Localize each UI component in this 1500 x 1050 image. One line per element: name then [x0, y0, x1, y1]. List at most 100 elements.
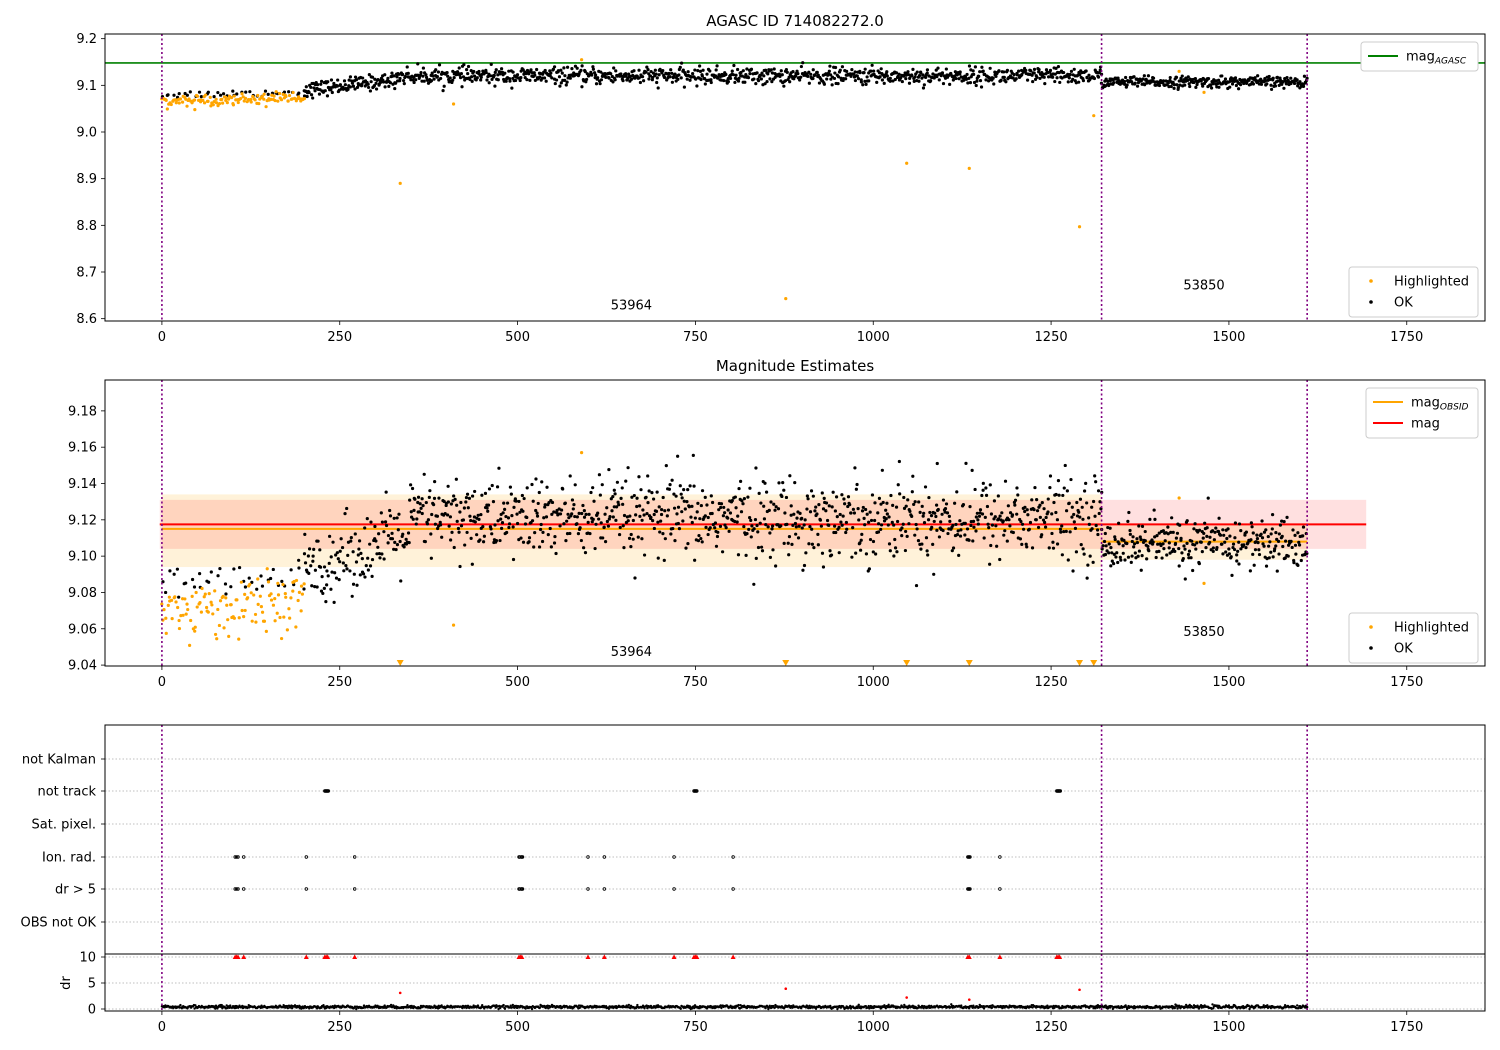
data-point-ok: [445, 513, 450, 517]
data-point-highlighted: [221, 101, 225, 105]
data-point-ok: [680, 496, 684, 500]
y-tick-label: 9.18: [68, 404, 97, 419]
data-point-ok: [676, 77, 680, 81]
data-point-ok: [543, 68, 547, 73]
data-point-ok: [758, 521, 762, 525]
data-point-ok: [185, 93, 189, 97]
data-point-ok: [928, 510, 932, 515]
data-point-ok: [334, 576, 339, 580]
data-point-ok: [682, 85, 686, 89]
dr-point: [604, 1005, 608, 1008]
data-point-ok: [1112, 562, 1116, 566]
data-point-highlighted: [203, 93, 208, 97]
data-point-highlighted: [259, 604, 264, 609]
data-point-ok: [864, 82, 868, 86]
data-point-ok: [1032, 71, 1036, 75]
data-point-ok: [978, 79, 983, 83]
data-point-highlighted: [226, 618, 230, 622]
data-point-ok: [420, 511, 424, 516]
dr-point: [229, 1004, 232, 1007]
data-point-highlighted: [269, 598, 274, 602]
data-point-ok: [926, 553, 930, 557]
data-point-highlighted: [164, 98, 168, 102]
data-point-ok: [655, 80, 659, 85]
data-point-ok: [1280, 519, 1284, 523]
data-point-ok: [1028, 520, 1033, 525]
data-point-ok: [499, 517, 503, 521]
data-point-ok: [638, 80, 643, 85]
dr-point: [1079, 1006, 1083, 1010]
data-point-highlighted: [186, 607, 190, 612]
data-point-ok: [388, 508, 392, 513]
data-point-ok: [437, 63, 442, 67]
data-point-ok: [458, 564, 462, 569]
data-point-ok: [591, 486, 595, 490]
dr-point: [720, 1006, 723, 1010]
data-point-ok: [920, 504, 924, 508]
data-point-ok: [1113, 537, 1117, 542]
data-point-ok: [640, 518, 644, 522]
data-point-ok: [867, 79, 871, 83]
data-point-ok: [458, 75, 463, 80]
data-point-ok: [983, 515, 987, 519]
data-point-highlighted: [237, 637, 241, 641]
data-point-ok: [553, 81, 557, 86]
data-point-ok: [902, 495, 906, 500]
data-point-ok: [479, 75, 483, 79]
data-point-ok: [1301, 84, 1306, 88]
data-point-ok: [1239, 547, 1243, 551]
data-point-ok: [937, 78, 941, 82]
data-point-ok: [337, 578, 341, 582]
data-point-ok: [686, 70, 690, 74]
data-point-ok: [392, 516, 396, 520]
data-point-ok: [1003, 479, 1008, 483]
data-point-ok: [1161, 79, 1166, 83]
data-point-ok: [854, 551, 858, 555]
data-point-highlighted: [271, 603, 276, 607]
data-point-ok: [1229, 555, 1233, 559]
data-point-ok: [1268, 540, 1272, 544]
data-point-ok: [941, 528, 945, 533]
data-point-ok: [748, 516, 752, 520]
data-point-ok: [1109, 564, 1113, 568]
data-point-highlighted: [282, 615, 286, 619]
data-point-ok: [1171, 530, 1175, 534]
data-point-ok: [988, 483, 992, 487]
data-point-ok: [313, 89, 317, 93]
data-point-ok: [940, 512, 944, 516]
data-point-ok: [442, 499, 446, 504]
data-point-ok: [941, 498, 946, 502]
data-point-ok: [843, 502, 847, 506]
data-point-ok: [475, 76, 479, 80]
data-point-ok: [373, 524, 377, 529]
data-point-ok: [513, 78, 518, 83]
data-point-ok: [287, 90, 291, 94]
data-point-ok: [685, 499, 689, 504]
flag-row-label: not track: [37, 785, 96, 800]
data-point-ok: [951, 78, 955, 82]
data-point-ok: [554, 78, 559, 82]
data-point-ok: [1235, 553, 1239, 557]
data-point-ok: [376, 545, 380, 549]
data-point-ok: [363, 575, 367, 579]
data-point-ok: [369, 80, 373, 84]
data-point-ok: [831, 490, 835, 494]
data-point-ok: [935, 528, 939, 532]
data-point-ok: [770, 71, 775, 75]
data-point-ok: [469, 68, 473, 73]
flag-marker: [602, 887, 607, 891]
data-point-ok: [764, 523, 768, 527]
data-point-ok: [523, 522, 528, 526]
data-point-ok: [1256, 74, 1260, 78]
data-point-ok: [974, 515, 978, 519]
data-point-ok: [443, 511, 447, 516]
data-point-ok: [1234, 83, 1239, 88]
data-point-ok: [370, 75, 375, 79]
data-point-ok: [887, 515, 891, 519]
data-point-ok: [736, 67, 740, 72]
data-point-highlighted: [249, 591, 253, 595]
data-point-ok: [647, 77, 651, 81]
data-point-ok: [1062, 70, 1066, 75]
clipped-triangle-marker: [782, 660, 790, 666]
flag-marker: [352, 855, 357, 859]
